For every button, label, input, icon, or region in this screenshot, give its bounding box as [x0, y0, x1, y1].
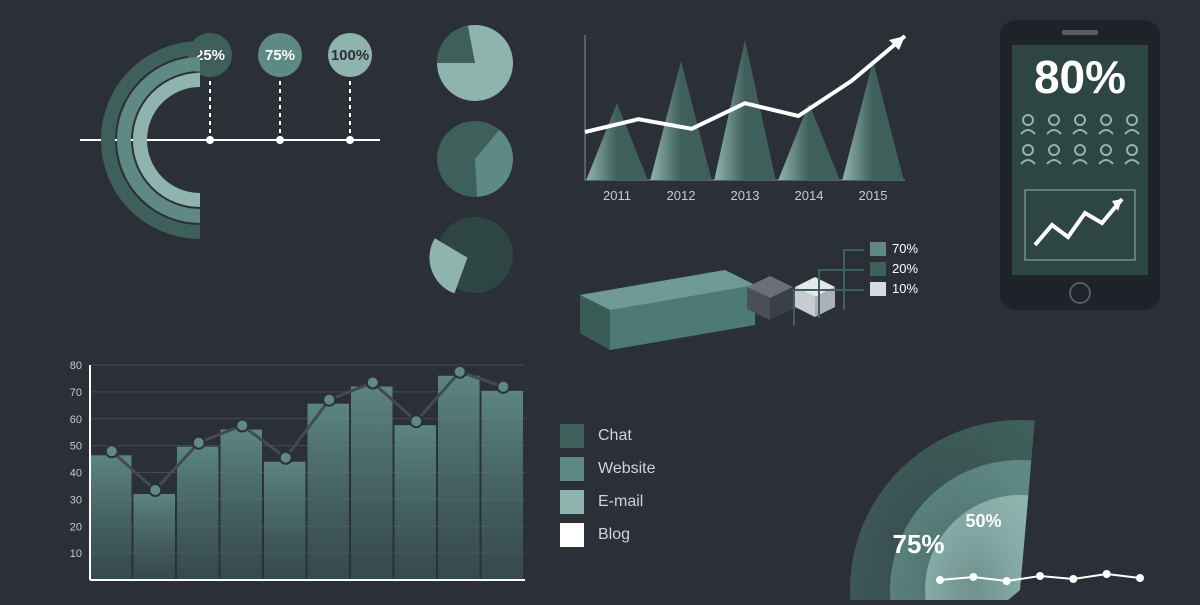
bar3d-label: 10% [892, 281, 918, 296]
fan-spark-dot [1136, 574, 1144, 582]
year-label: 2014 [795, 188, 824, 203]
bar3d-swatch [870, 282, 886, 296]
area-bar [221, 430, 263, 581]
year-label: 2015 [859, 188, 888, 203]
pin-label: 100% [331, 47, 369, 64]
y-tick-label: 20 [70, 521, 82, 533]
area-marker [454, 366, 466, 378]
legend-item: Website [560, 457, 730, 481]
bar3d-label: 70% [892, 241, 918, 256]
phone-headline: 80% [1034, 51, 1126, 103]
area-marker [367, 377, 379, 389]
y-tick-label: 10 [70, 548, 82, 560]
mountain-peak [650, 61, 711, 180]
year-label: 2011 [603, 188, 631, 203]
area-marker [149, 484, 161, 496]
y-tick-label: 70 [70, 387, 82, 399]
pie [437, 25, 513, 101]
area-marker [106, 445, 118, 457]
legend-swatch [560, 523, 584, 547]
area-bar [134, 494, 176, 580]
fan-label: 50% [965, 511, 1001, 531]
bar3d-swatch [870, 262, 886, 276]
y-tick-label: 80 [70, 360, 82, 372]
bar3d-swatch [870, 242, 886, 256]
year-label: 2012 [667, 188, 696, 203]
phone-widget: 80% [990, 15, 1170, 315]
legend-label: E-mail [598, 493, 643, 511]
pin-label: 75% [265, 47, 295, 64]
fan-spark-dot [969, 573, 977, 581]
pie-stack [420, 15, 530, 305]
bars-3d: 70% 20% 10% [560, 225, 960, 355]
percent-pins-radial: 25%75%100% [70, 10, 400, 290]
area-marker [280, 452, 292, 464]
legend-swatch [560, 457, 584, 481]
fan-spark-dot [1036, 572, 1044, 580]
area-chart: 10 20 30 40 50 60 70 80 [55, 355, 535, 600]
year-label: 2013 [731, 188, 760, 203]
y-tick-label: 50 [70, 441, 82, 453]
legend: Chat Website E-mail Blog [560, 415, 730, 595]
area-marker [236, 420, 248, 432]
bar3d-label: 20% [892, 261, 918, 276]
area-marker [193, 437, 205, 449]
legend-item: Chat [560, 424, 730, 448]
fan-spark-dot [1103, 570, 1111, 578]
legend-label: Chat [598, 427, 632, 445]
legend-item: E-mail [560, 490, 730, 514]
speaker-icon [1062, 30, 1098, 35]
fan-spark-dot [936, 576, 944, 584]
y-tick-label: 60 [70, 414, 82, 426]
area-bar [438, 376, 480, 580]
area-bar [482, 391, 524, 580]
area-bar [351, 387, 393, 581]
bar3d-bracket [844, 250, 864, 310]
legend-item: Blog [560, 523, 730, 547]
fan-label: 75% [892, 529, 944, 559]
mountain-peak [586, 103, 647, 180]
legend-label: Website [598, 460, 656, 478]
fan-spark-dot [1003, 577, 1011, 585]
y-tick-label: 40 [70, 468, 82, 480]
area-bar [308, 404, 350, 580]
fan-spark-dot [1069, 575, 1077, 583]
legend-swatch [560, 490, 584, 514]
fan-chart: 100%75%50% [760, 370, 1190, 600]
legend-swatch [560, 424, 584, 448]
area-marker [323, 394, 335, 406]
area-marker [497, 381, 509, 393]
mountain-chart: 2011 2012 2013 2014 2015 [565, 15, 925, 215]
area-bar [177, 447, 219, 580]
area-marker [410, 415, 422, 427]
area-bar [395, 425, 437, 580]
legend-label: Blog [598, 526, 630, 544]
y-tick-label: 30 [70, 494, 82, 506]
area-bar [90, 455, 132, 580]
area-bar [264, 462, 306, 580]
bar3d-group [580, 270, 835, 350]
pie [429, 217, 513, 293]
pie [437, 121, 513, 197]
